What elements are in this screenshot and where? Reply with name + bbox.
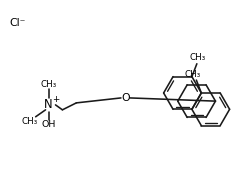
Text: +: + [52,95,59,104]
Text: CH₃: CH₃ [22,117,38,126]
Text: O: O [122,93,130,103]
Text: Cl⁻: Cl⁻ [10,18,26,27]
Text: CH₃: CH₃ [184,70,201,79]
Text: CH₃: CH₃ [190,53,206,62]
Text: CH₃: CH₃ [40,79,57,88]
Text: N: N [44,98,53,111]
Text: OH: OH [41,120,56,129]
